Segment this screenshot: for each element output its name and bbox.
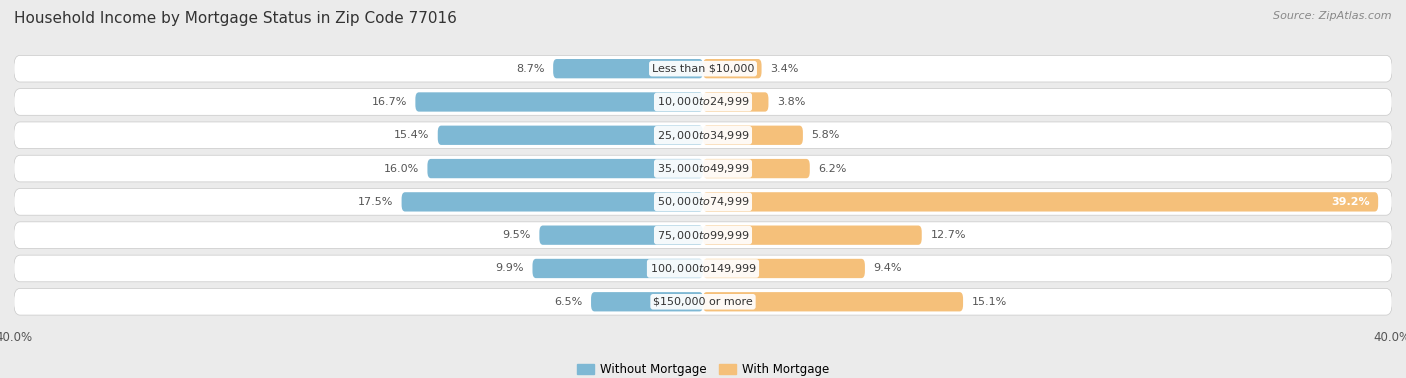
FancyBboxPatch shape [14, 222, 1392, 248]
FancyBboxPatch shape [703, 59, 762, 78]
FancyBboxPatch shape [14, 189, 1392, 215]
Text: 3.8%: 3.8% [778, 97, 806, 107]
Text: $25,000 to $34,999: $25,000 to $34,999 [657, 129, 749, 142]
Text: 15.1%: 15.1% [972, 297, 1007, 307]
Text: 9.5%: 9.5% [502, 230, 531, 240]
Text: 16.0%: 16.0% [384, 164, 419, 174]
Legend: Without Mortgage, With Mortgage: Without Mortgage, With Mortgage [572, 358, 834, 378]
FancyBboxPatch shape [553, 59, 703, 78]
Text: $10,000 to $24,999: $10,000 to $24,999 [657, 96, 749, 108]
Text: $75,000 to $99,999: $75,000 to $99,999 [657, 229, 749, 242]
FancyBboxPatch shape [703, 259, 865, 278]
FancyBboxPatch shape [14, 255, 1392, 282]
Text: Less than $10,000: Less than $10,000 [652, 64, 754, 74]
Text: $50,000 to $74,999: $50,000 to $74,999 [657, 195, 749, 208]
FancyBboxPatch shape [703, 125, 803, 145]
FancyBboxPatch shape [703, 192, 1378, 212]
Text: 9.9%: 9.9% [495, 263, 524, 273]
FancyBboxPatch shape [533, 259, 703, 278]
Text: 17.5%: 17.5% [357, 197, 392, 207]
Text: 6.5%: 6.5% [554, 297, 582, 307]
Text: Household Income by Mortgage Status in Zip Code 77016: Household Income by Mortgage Status in Z… [14, 11, 457, 26]
Text: 39.2%: 39.2% [1331, 197, 1369, 207]
Text: 5.8%: 5.8% [811, 130, 839, 140]
Text: 6.2%: 6.2% [818, 164, 846, 174]
Text: $150,000 or more: $150,000 or more [654, 297, 752, 307]
Text: Source: ZipAtlas.com: Source: ZipAtlas.com [1274, 11, 1392, 21]
Text: 15.4%: 15.4% [394, 130, 429, 140]
Text: 8.7%: 8.7% [516, 64, 544, 74]
FancyBboxPatch shape [703, 92, 769, 112]
FancyBboxPatch shape [14, 55, 1392, 82]
FancyBboxPatch shape [14, 89, 1392, 115]
Text: 12.7%: 12.7% [931, 230, 966, 240]
FancyBboxPatch shape [402, 192, 703, 212]
FancyBboxPatch shape [437, 125, 703, 145]
FancyBboxPatch shape [427, 159, 703, 178]
FancyBboxPatch shape [703, 292, 963, 311]
FancyBboxPatch shape [703, 159, 810, 178]
Text: $100,000 to $149,999: $100,000 to $149,999 [650, 262, 756, 275]
Text: 9.4%: 9.4% [873, 263, 903, 273]
FancyBboxPatch shape [591, 292, 703, 311]
FancyBboxPatch shape [540, 226, 703, 245]
Text: 3.4%: 3.4% [770, 64, 799, 74]
FancyBboxPatch shape [14, 288, 1392, 315]
FancyBboxPatch shape [415, 92, 703, 112]
FancyBboxPatch shape [14, 122, 1392, 149]
Text: 16.7%: 16.7% [371, 97, 406, 107]
FancyBboxPatch shape [703, 226, 922, 245]
Text: $35,000 to $49,999: $35,000 to $49,999 [657, 162, 749, 175]
FancyBboxPatch shape [14, 155, 1392, 182]
